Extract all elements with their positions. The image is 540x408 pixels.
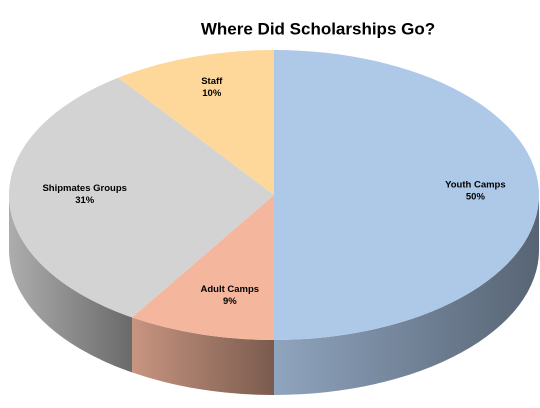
pie-slice (274, 50, 539, 340)
pie-slice (132, 195, 274, 340)
slice-value-label: 9% (223, 296, 237, 307)
slice-value-label: 50% (466, 192, 486, 203)
slice-value-label: 31% (75, 195, 95, 206)
pie-slice (118, 50, 274, 195)
pie-side (274, 195, 539, 395)
pie-side (132, 317, 274, 395)
slice-label: Staff (201, 76, 223, 87)
pie-side (9, 195, 133, 373)
slice-label: Youth Camps (445, 180, 506, 191)
slice-value-label: 10% (202, 88, 222, 99)
chart-title: Where Did Scholarships Go? (201, 19, 435, 38)
slice-label: Shipmates Groups (42, 183, 126, 194)
pie-slice (8, 77, 274, 318)
slice-label: Adult Camps (201, 284, 260, 295)
